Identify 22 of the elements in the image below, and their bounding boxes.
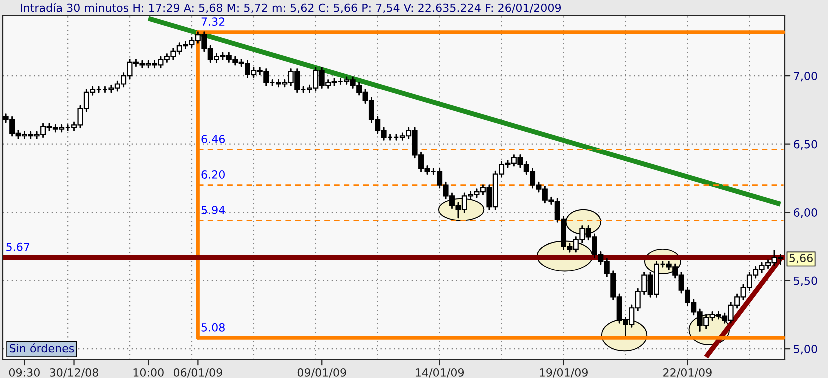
x-tick-label: 22/01/09: [664, 368, 712, 378]
x-tick-label: 06/01/09: [174, 368, 222, 378]
ref-line-label: 5.67: [6, 242, 30, 252]
x-tick-label: 09/01/09: [298, 368, 346, 378]
y-tick-label: 6,50: [794, 140, 818, 150]
x-tick-label: 10:00: [134, 368, 164, 377]
chart-title: Intradía 30 minutos H: 17:29 A: 5,68 M: 5,72 m: 5,62 C: 5,66 P: 7,54 V: 22.635.224 F: 26/01/2009: [21, 3, 562, 14]
y-tick-label: 5,50: [794, 276, 818, 286]
x-tick-label: 19/01/09: [540, 368, 588, 378]
ref-line-label: 6.20: [202, 170, 225, 179]
ref-line-label: 6.46: [202, 135, 226, 144]
text: 5,66: [790, 254, 813, 264]
x-tick-label: 14/01/09: [416, 368, 464, 378]
y-tick-label: 7,00: [794, 72, 818, 82]
y-tick-label: 6,00: [794, 208, 818, 218]
ref-line-label: 5.08: [202, 323, 225, 332]
ref-line-label: 7.32: [202, 18, 225, 26]
x-tick-label: 30/12/08: [50, 368, 98, 378]
annotation: Sin órdenes: [10, 344, 74, 353]
x-tick-label: 09:30: [9, 368, 40, 377]
y-tick-label: 5,00: [794, 345, 818, 355]
ref-line-label: 5.94: [202, 206, 226, 214]
